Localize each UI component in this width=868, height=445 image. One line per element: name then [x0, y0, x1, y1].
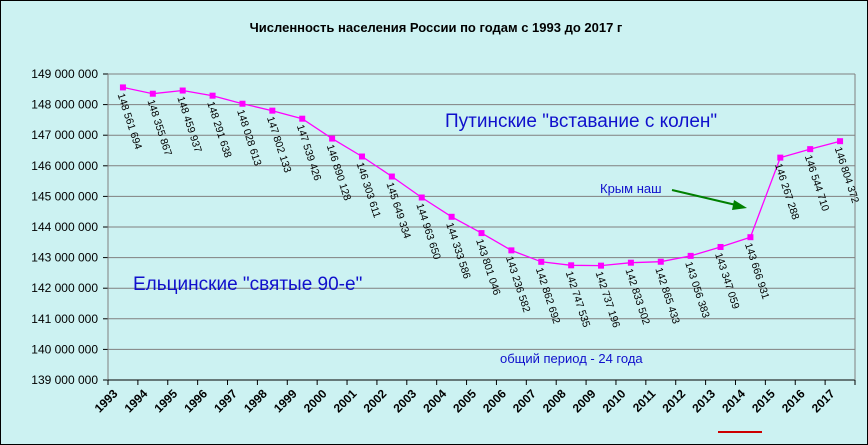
data-label: 143 347 059	[712, 251, 742, 310]
annotation-crimea: Крым наш	[600, 181, 662, 196]
chart-title: Численность населения России по годам с …	[250, 20, 623, 35]
x-tick-label: 2008	[540, 386, 569, 415]
data-label: 144 963 650	[413, 202, 443, 261]
x-axis-tick-labels: 1993 1994 1995 1996 1997 1998 1999 2000 2001 2002…	[92, 386, 838, 415]
crimea-arrow	[671, 189, 747, 210]
annotation-yeltsin: Ельцинские "святые 90-е"	[133, 274, 362, 295]
data-point-marker	[448, 213, 455, 220]
annotation-putin: Путинские "вставание с колен"	[445, 111, 717, 132]
data-label: 142 862 692	[533, 266, 563, 325]
axes	[107, 74, 856, 385]
data-point-marker	[717, 243, 724, 250]
x-tick-label: 2005	[450, 386, 479, 415]
x-tick-label: 1999	[271, 386, 300, 415]
data-label: 144 333 586	[443, 221, 473, 280]
data-label: 148 028 613	[234, 108, 264, 167]
x-tick-label: 2015	[749, 386, 778, 415]
x-tick-label: 2012	[659, 386, 688, 415]
crimea-arrow-head	[732, 200, 747, 210]
x-tick-label: 2013	[689, 386, 718, 415]
data-point-marker	[508, 247, 515, 254]
data-point-marker	[418, 194, 425, 201]
x-tick-label: 2007	[510, 386, 539, 415]
data-point-marker	[747, 234, 754, 241]
x-tick-label: 1997	[211, 386, 240, 415]
data-point-marker	[269, 107, 276, 114]
x-tick-label: 1995	[151, 386, 180, 415]
x-tick-label: 2006	[480, 386, 509, 415]
x-tick-label: 2016	[779, 386, 808, 415]
data-point-marker	[149, 90, 156, 97]
data-label: 146 544 710	[802, 153, 832, 212]
x-tick-label: 2017	[809, 386, 838, 415]
data-point-marker	[358, 153, 365, 160]
data-label: 148 459 937	[174, 95, 204, 154]
y-tick-label: 147 000 000	[31, 128, 98, 142]
data-label: 148 355 867	[144, 98, 174, 157]
x-tick-label: 1998	[241, 386, 270, 415]
y-tick-label: 140 000 000	[31, 342, 98, 356]
data-point-marker	[687, 252, 694, 259]
x-tick-label: 2014	[719, 386, 748, 415]
x-tick-label: 1994	[122, 386, 151, 415]
data-point-marker	[837, 138, 844, 145]
x-tick-label: 2003	[391, 386, 420, 415]
x-tick-label: 1993	[92, 386, 121, 415]
x-tick-label: 2004	[420, 386, 449, 415]
data-label: 148 291 638	[204, 100, 234, 159]
x-tick-label: 2009	[570, 386, 599, 415]
data-label: 148 561 694	[115, 92, 145, 151]
data-point-marker	[657, 258, 664, 265]
data-point-marker	[538, 258, 545, 265]
data-point-marker	[119, 84, 126, 91]
y-tick-label: 142 000 000	[31, 281, 98, 295]
data-label: 147 539 426	[294, 123, 324, 182]
data-point-marker	[388, 173, 395, 180]
data-point-marker	[179, 87, 186, 94]
y-tick-label: 149 000 000	[31, 67, 98, 81]
y-tick-label: 146 000 000	[31, 159, 98, 173]
series-markers	[119, 84, 844, 269]
y-axis-tick-labels: 139 000 000 140 000 000 141 000 000 142 000…	[31, 67, 98, 387]
data-label: 142 737 196	[593, 270, 623, 329]
x-tick-label: 2010	[600, 386, 629, 415]
data-label: 143 236 582	[503, 255, 533, 314]
data-label: 145 649 334	[384, 181, 414, 240]
data-point-marker	[627, 259, 634, 266]
data-point-marker	[209, 92, 216, 99]
data-label: 143 666 931	[742, 242, 772, 301]
data-point-marker	[598, 262, 605, 269]
y-tick-label: 144 000 000	[31, 220, 98, 234]
data-label: 146 267 288	[772, 162, 802, 221]
data-point-marker	[777, 154, 784, 161]
x-tick-label: 2000	[301, 386, 330, 415]
y-tick-label: 148 000 000	[31, 98, 98, 112]
data-label: 142 833 502	[623, 267, 653, 326]
data-point-marker	[568, 262, 575, 269]
y-tick-label: 141 000 000	[31, 312, 98, 326]
data-point-marker	[239, 100, 246, 107]
data-point-marker	[329, 135, 336, 142]
y-tick-label: 139 000 000	[31, 373, 98, 387]
data-label: 142 865 433	[652, 266, 682, 325]
annotation-period: общий период - 24 года	[500, 351, 643, 366]
data-label: 143 056 383	[682, 260, 712, 319]
crimea-arrow-line	[671, 189, 737, 206]
y-tick-label: 145 000 000	[31, 189, 98, 203]
x-tick-label: 2002	[361, 386, 390, 415]
data-label: 146 303 611	[354, 161, 383, 220]
y-tick-label: 143 000 000	[31, 251, 98, 265]
data-point-marker	[478, 230, 485, 237]
x-tick-label: 2001	[331, 386, 360, 415]
data-label: 142 747 535	[563, 270, 593, 329]
data-label: 146 890 128	[324, 143, 354, 202]
x-tick-label: 2011	[630, 386, 659, 415]
x-tick-label: 1996	[181, 386, 210, 415]
data-point-marker	[299, 115, 306, 122]
data-point-marker	[807, 146, 814, 153]
